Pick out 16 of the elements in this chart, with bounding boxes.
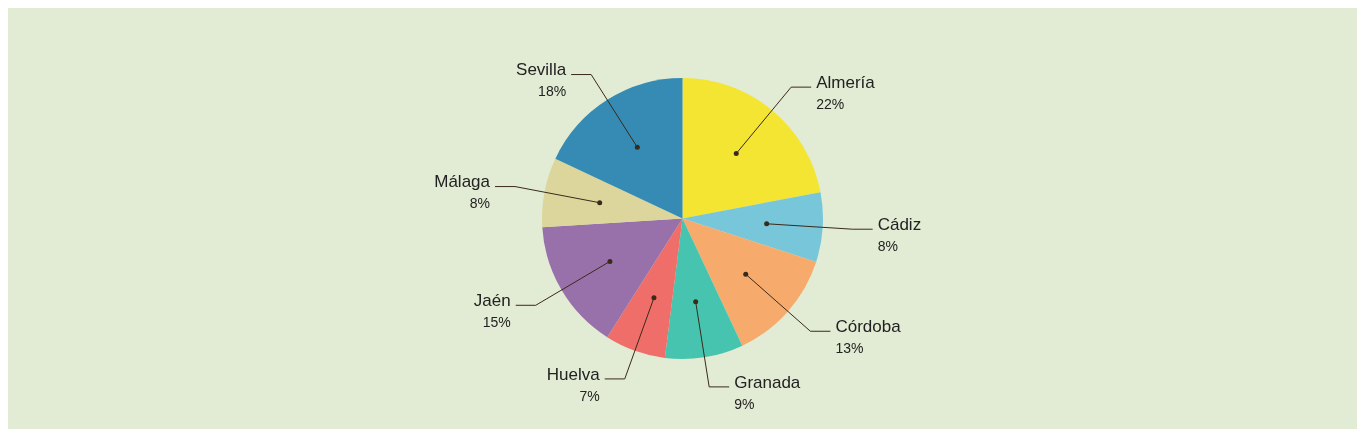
data-label: 18% (538, 83, 567, 100)
slice-label: Córdoba (835, 316, 902, 336)
data-label: 9% (734, 395, 755, 412)
slice-label: Cádiz (877, 214, 922, 234)
slice-label: Sevilla (516, 60, 567, 80)
data-label: 15% (482, 314, 511, 331)
data-label: 8% (469, 195, 491, 212)
data-label: 13% (835, 340, 864, 357)
slice-label: Jaén (473, 290, 511, 310)
data-label: 22% (816, 95, 845, 112)
slice-label: Huelva (546, 364, 601, 384)
slice-label: Almería (816, 72, 876, 92)
data-label: 8% (877, 238, 898, 255)
slice-label: Málaga (434, 172, 491, 192)
slice-label: Granada (734, 372, 801, 392)
data-label: 7% (579, 387, 600, 404)
